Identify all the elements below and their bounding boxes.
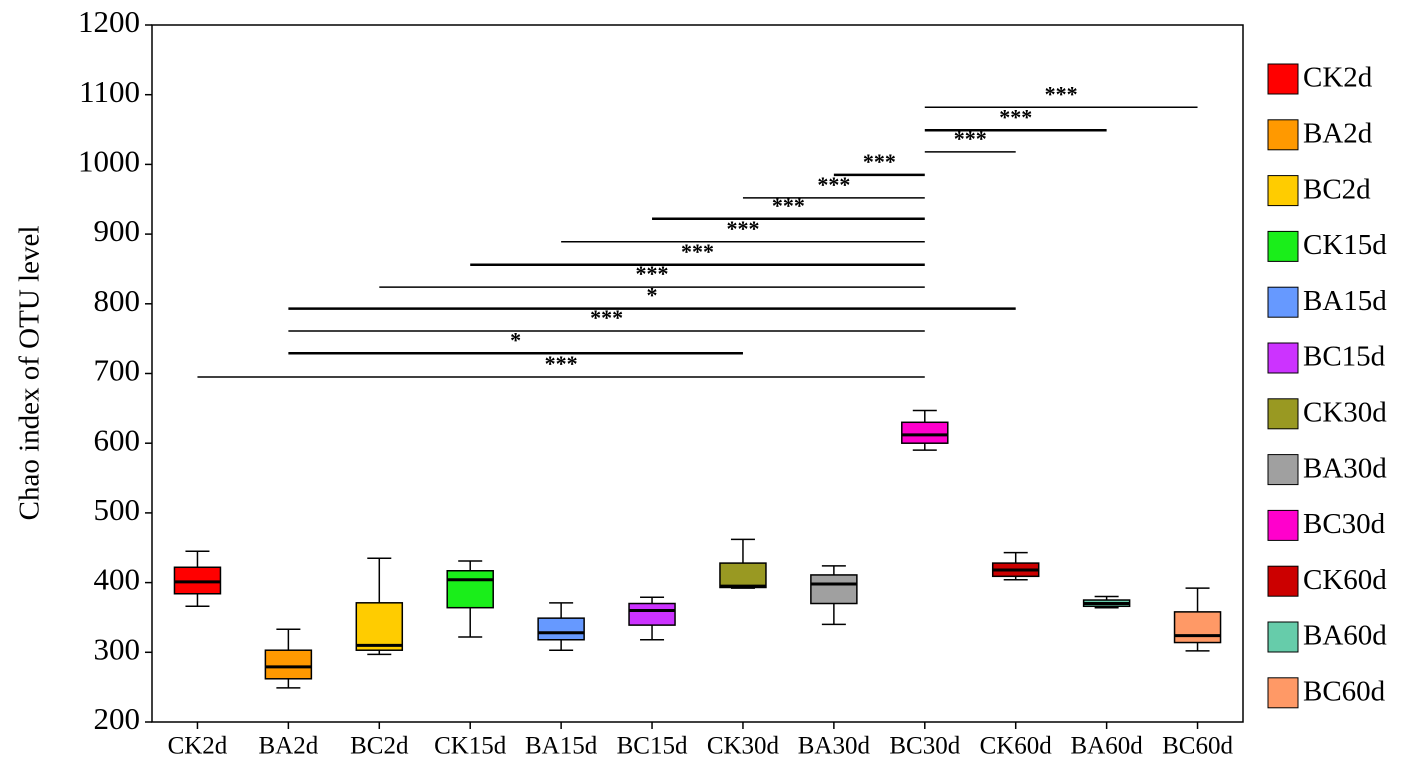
x-tick-label: CK15d xyxy=(434,733,507,760)
y-tick-label: 1100 xyxy=(79,74,140,109)
significance-label: *** xyxy=(772,193,805,218)
legend-swatch xyxy=(1267,454,1299,486)
significance-label: *** xyxy=(863,149,896,174)
legend-swatch xyxy=(1267,342,1299,374)
box xyxy=(446,570,494,609)
y-tick-label: 200 xyxy=(94,701,141,736)
x-tick-label: BC60d xyxy=(1162,733,1233,760)
legend-label: CK60d xyxy=(1303,564,1387,596)
x-tick-label: CK2d xyxy=(168,733,228,760)
x-tick-label: BC30d xyxy=(889,733,960,760)
legend-label: CK15d xyxy=(1303,229,1387,261)
x-tick-label: CK30d xyxy=(707,733,780,760)
x-tick-label: BC2d xyxy=(350,733,409,760)
legend-label: CK30d xyxy=(1303,396,1387,428)
box xyxy=(264,649,313,680)
significance-label: *** xyxy=(999,104,1032,129)
legend-swatch xyxy=(1267,286,1299,318)
significance-label: * xyxy=(647,283,658,308)
legend-label: CK2d xyxy=(1303,62,1373,94)
legend-swatch xyxy=(1267,119,1299,151)
y-tick-label: 300 xyxy=(94,631,141,666)
legend-swatch xyxy=(1267,175,1299,207)
box xyxy=(810,574,858,605)
y-tick-label: 500 xyxy=(94,492,141,527)
x-tick-label: BA30d xyxy=(798,733,871,760)
x-tick-label: BC15d xyxy=(617,733,688,760)
legend-swatch xyxy=(1267,398,1299,430)
legend-label: BA60d xyxy=(1303,620,1387,652)
legend-label: BA30d xyxy=(1303,452,1387,484)
y-tick-label: 600 xyxy=(94,422,141,457)
legend-swatch xyxy=(1267,677,1299,709)
x-tick-label: BA60d xyxy=(1071,733,1144,760)
legend-label: BA15d xyxy=(1303,285,1387,317)
legend-swatch xyxy=(1267,230,1299,262)
box xyxy=(628,602,676,626)
x-tick-label: BA15d xyxy=(525,733,598,760)
x-tick-label: CK60d xyxy=(980,733,1053,760)
legend-label: BC15d xyxy=(1303,341,1386,373)
y-tick-label: 700 xyxy=(94,353,141,388)
y-axis-label: Chao index of OTU level xyxy=(14,226,46,521)
legend-swatch xyxy=(1267,63,1299,95)
box xyxy=(719,562,767,589)
legend-swatch xyxy=(1267,621,1299,653)
y-tick-label: 900 xyxy=(94,213,141,248)
box xyxy=(537,617,585,641)
y-tick-label: 400 xyxy=(94,562,141,597)
legend-label: BC2d xyxy=(1303,173,1371,205)
y-tick-label: 1000 xyxy=(78,144,140,179)
significance-label: *** xyxy=(545,351,578,376)
legend-swatch xyxy=(1267,509,1299,541)
significance-label: *** xyxy=(1045,81,1078,106)
box xyxy=(355,602,404,651)
box xyxy=(901,421,949,444)
significance-label: * xyxy=(510,327,521,352)
significance-label: *** xyxy=(681,239,714,264)
y-tick-label: 800 xyxy=(94,283,141,318)
legend-label: BA2d xyxy=(1303,117,1373,149)
y-tick-label: 1200 xyxy=(78,4,140,39)
legend-swatch xyxy=(1267,565,1299,597)
legend-label: BC30d xyxy=(1303,508,1386,540)
x-tick-label: BA2d xyxy=(259,733,319,760)
box xyxy=(1173,611,1222,644)
legend-label: BC60d xyxy=(1303,675,1386,707)
